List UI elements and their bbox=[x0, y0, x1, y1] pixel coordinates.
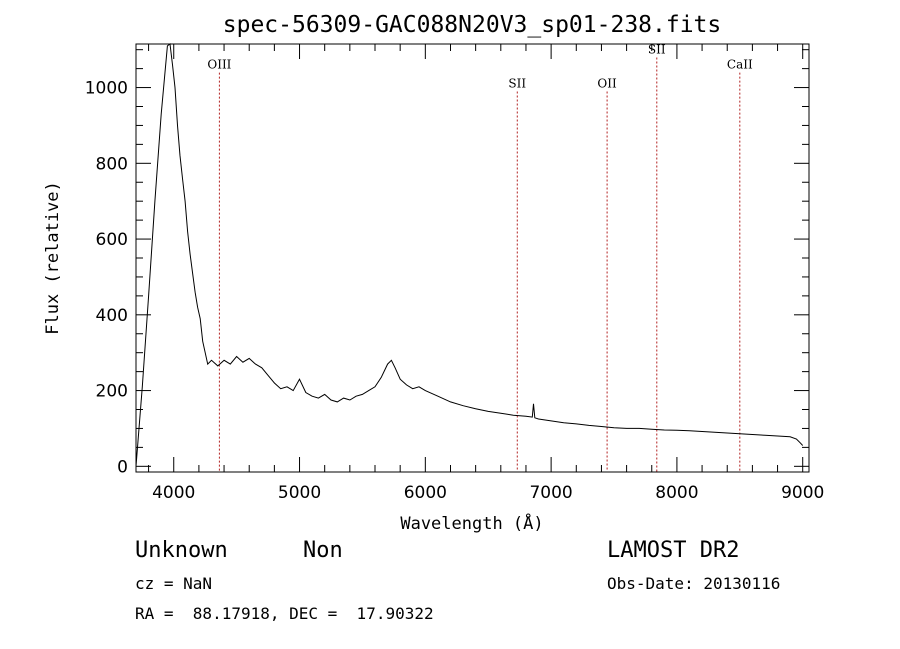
y-tick-label: 200 bbox=[96, 382, 128, 402]
x-axis-label: Wavelength (Å) bbox=[400, 512, 543, 534]
object-class-label: Unknown bbox=[135, 538, 228, 563]
line-label-sii-3: SII bbox=[648, 42, 666, 56]
redshift-text: cz = NaN bbox=[135, 574, 213, 593]
x-tick-label: 7000 bbox=[529, 483, 572, 503]
x-tick-label: 9000 bbox=[781, 483, 824, 503]
y-tick-label: 1000 bbox=[85, 79, 128, 99]
line-label-caii-4: CaII bbox=[727, 58, 753, 72]
coordinates-text: RA = 88.17918, DEC = 17.90322 bbox=[135, 604, 434, 623]
axis-ticks: 4000 5000 6000 7000 8000 9000 0 200 400 600 800 100… bbox=[85, 44, 824, 503]
line-label-oii-2: OII bbox=[597, 77, 617, 91]
x-tick-label: 6000 bbox=[404, 483, 447, 503]
object-subclass-label: Non bbox=[303, 538, 343, 563]
x-tick-label: 4000 bbox=[152, 483, 195, 503]
x-tick-label: 5000 bbox=[278, 483, 321, 503]
line-label-sii-1: SII bbox=[508, 77, 526, 91]
y-tick-label: 600 bbox=[96, 230, 128, 250]
emission-line-markers: OIII SII OII SII CaII bbox=[207, 42, 753, 472]
y-axis-label: Flux (relative) bbox=[43, 181, 63, 335]
survey-label: LAMOST DR2 bbox=[607, 538, 740, 563]
x-tick-label: 8000 bbox=[655, 483, 698, 503]
observation-date: Obs-Date: 20130116 bbox=[607, 574, 781, 593]
line-label-oiii-0: OIII bbox=[207, 58, 231, 72]
y-tick-label: 800 bbox=[96, 154, 128, 174]
y-tick-label: 0 bbox=[117, 457, 128, 477]
spectrum-line bbox=[135, 43, 804, 467]
chart-title: spec-56309-GAC088N20V3_sp01-238.fits bbox=[223, 12, 722, 38]
spectrum-plot: spec-56309-GAC088N20V3_sp01-238.fits OII… bbox=[43, 12, 824, 534]
y-tick-label: 400 bbox=[96, 306, 128, 326]
